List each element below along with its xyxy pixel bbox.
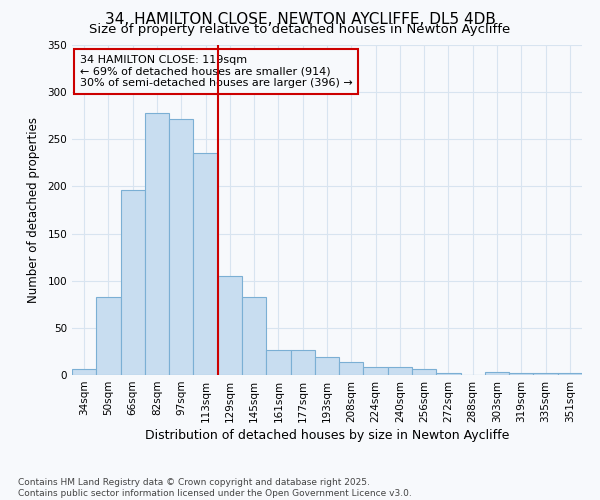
Bar (388, 368, 412, 375)
Bar (266, 350, 290, 375)
Bar (533, 373, 558, 375)
Bar (485, 372, 509, 375)
Bar (169, 118, 193, 375)
Bar (96, 296, 121, 375)
Bar (72, 370, 96, 375)
Bar (436, 373, 461, 375)
Text: Contains HM Land Registry data © Crown copyright and database right 2025.
Contai: Contains HM Land Registry data © Crown c… (18, 478, 412, 498)
Bar (558, 373, 582, 375)
Bar (412, 370, 436, 375)
Y-axis label: Number of detached properties: Number of detached properties (28, 117, 40, 303)
Bar (193, 154, 218, 375)
Text: 34, HAMILTON CLOSE, NEWTON AYCLIFFE, DL5 4DB: 34, HAMILTON CLOSE, NEWTON AYCLIFFE, DL5… (104, 12, 496, 28)
Bar (315, 357, 339, 375)
Bar (145, 113, 169, 375)
Bar (290, 350, 315, 375)
Text: Size of property relative to detached houses in Newton Aycliffe: Size of property relative to detached ho… (89, 22, 511, 36)
Bar (364, 366, 388, 375)
Bar (218, 276, 242, 375)
Bar (339, 362, 364, 375)
X-axis label: Distribution of detached houses by size in Newton Aycliffe: Distribution of detached houses by size … (145, 429, 509, 442)
Text: 34 HAMILTON CLOSE: 119sqm
← 69% of detached houses are smaller (914)
30% of semi: 34 HAMILTON CLOSE: 119sqm ← 69% of detac… (80, 55, 352, 88)
Bar (242, 296, 266, 375)
Bar (121, 190, 145, 375)
Bar (509, 373, 533, 375)
